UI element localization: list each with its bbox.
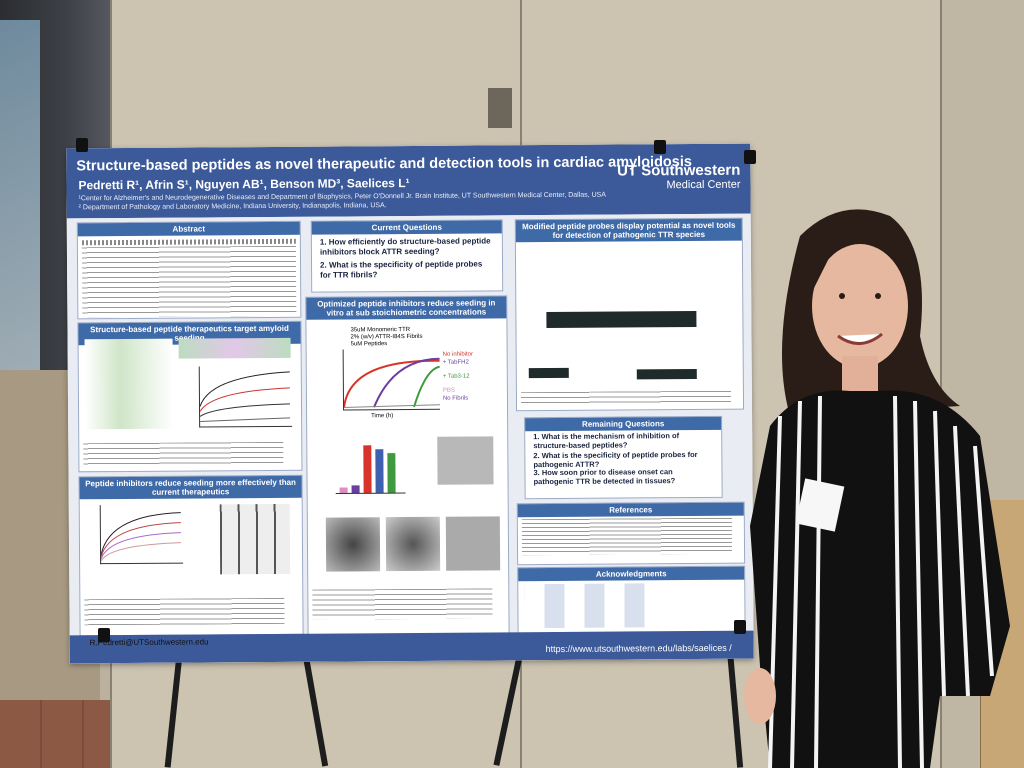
drosophila-climbing-image (219, 503, 291, 575)
peptide-inhibitors-box: Peptide inhibitors reduce seeding more e… (78, 474, 304, 637)
probes-caption (517, 389, 735, 409)
inhibitor-curves (100, 512, 181, 562)
poster-authors: Pedretti R¹, Afrin S¹, Nguyen AB¹, Benso… (78, 175, 410, 193)
binder-clip-bottom-left (98, 628, 110, 642)
chart-conditions: 35uM Monomeric TTR 2% (w/v) ATTR-I84S Fi… (350, 327, 422, 349)
poster-body: Abstract Structure-based peptide therape… (66, 213, 754, 664)
legend-tab3-12: + Tab3-12 (442, 373, 470, 380)
scientific-poster: Structure-based peptides as novel therap… (66, 143, 754, 664)
remaining-question-2: 2. What is the specificity of peptide pr… (533, 449, 698, 469)
poster-title: Structure-based peptides as novel therap… (76, 154, 692, 175)
inhibitor-caption (80, 596, 288, 627)
peptide-inhibitors-header: Peptide inhibitors reduce seeding more e… (79, 475, 302, 500)
sponsor-logos (524, 583, 665, 629)
modified-probes-header: Modified peptide probes display potentia… (515, 218, 742, 243)
question-2: 2. What is the specificity of peptide pr… (320, 259, 483, 280)
optimized-inhibitors-box: Optimized peptide inhibitors reduce seed… (305, 295, 510, 637)
binder-clip-top-right (654, 140, 666, 154)
tht-curves (199, 371, 291, 422)
question-1: 1. How efficiently do structure-based pe… (319, 236, 491, 257)
dot-blot-a (546, 310, 697, 329)
legend-tabfh2: + TabFH2 (442, 359, 469, 366)
presenter-person (744, 209, 1010, 768)
optimized-caption (308, 586, 496, 621)
tht-chart-small (198, 365, 293, 428)
em-image-no-inhibitor (325, 517, 381, 572)
utsw-logo: UT Southwestern Medical Center (617, 162, 741, 192)
abstract-text (78, 235, 301, 320)
remaining-question-1: 1. What is the mechanism of inhibition o… (533, 431, 680, 450)
em-image-no-fibrils (437, 436, 494, 485)
current-questions-header: Current Questions (311, 220, 502, 235)
current-questions-box: Current Questions 1. How efficiently do … (310, 219, 504, 293)
seeding-curves (343, 357, 441, 408)
acknowledgments-header: Acknowledgments (518, 566, 745, 582)
remaining-question-3: 3. How soon prior to disease onset can p… (533, 467, 676, 486)
peptide-structure-image (178, 337, 291, 359)
poster-header: Structure-based peptides as novel therap… (66, 143, 751, 219)
legend-no-fibrils: No Fibrils (442, 395, 469, 402)
wall-fixture (488, 88, 512, 128)
protein-structure-image (84, 338, 174, 430)
affiliation-1: ¹Center for Alzheimer's and Neurodegener… (78, 191, 606, 203)
window (0, 20, 40, 370)
em-image-tabfh2 (385, 516, 441, 572)
structure-caption (79, 440, 287, 467)
legend-pbs: PBS (442, 387, 455, 394)
references-box: References (516, 501, 746, 566)
structure-based-box: Structure-based peptide therapeutics tar… (77, 320, 303, 473)
inhibitor-chart (99, 504, 184, 565)
remaining-questions-box: Remaining Questions 1. What is the mecha… (524, 415, 723, 500)
time-axis-label: Time (h) (371, 413, 394, 420)
legend-no-inhibitor: No inhibitor (442, 351, 474, 358)
abstract-box: Abstract (76, 220, 302, 320)
bar-chart-a280 (335, 445, 406, 495)
optimized-inhibitors-header: Optimized peptide inhibitors reduce seed… (306, 296, 507, 320)
dot-blot-b (528, 367, 569, 379)
modified-probes-box: Modified peptide probes display potentia… (514, 217, 745, 412)
lab-url: https://www.utsouthwestern.edu/labs/sael… (545, 642, 732, 655)
logo-line-1: UT Southwestern (616, 161, 741, 180)
dot-blot-c (636, 368, 697, 380)
binder-clip-right (744, 150, 756, 164)
seeding-legend: No inhibitor + TabFH2 + Tab3-12 PBS No F… (443, 351, 474, 403)
binder-clip-bottom-right (734, 620, 746, 634)
affiliation-2: ² Department of Pathology and Laboratory… (78, 202, 387, 212)
acknowledgments-box: Acknowledgments (517, 565, 746, 636)
logo-line-2: Medical Center (666, 178, 741, 192)
references-text (518, 516, 744, 558)
em-image-tab3-12 (445, 516, 501, 571)
binder-clip-top-left (76, 138, 88, 152)
condition-peptides: 5uM Peptides (350, 341, 388, 348)
seeding-chart (342, 348, 441, 411)
